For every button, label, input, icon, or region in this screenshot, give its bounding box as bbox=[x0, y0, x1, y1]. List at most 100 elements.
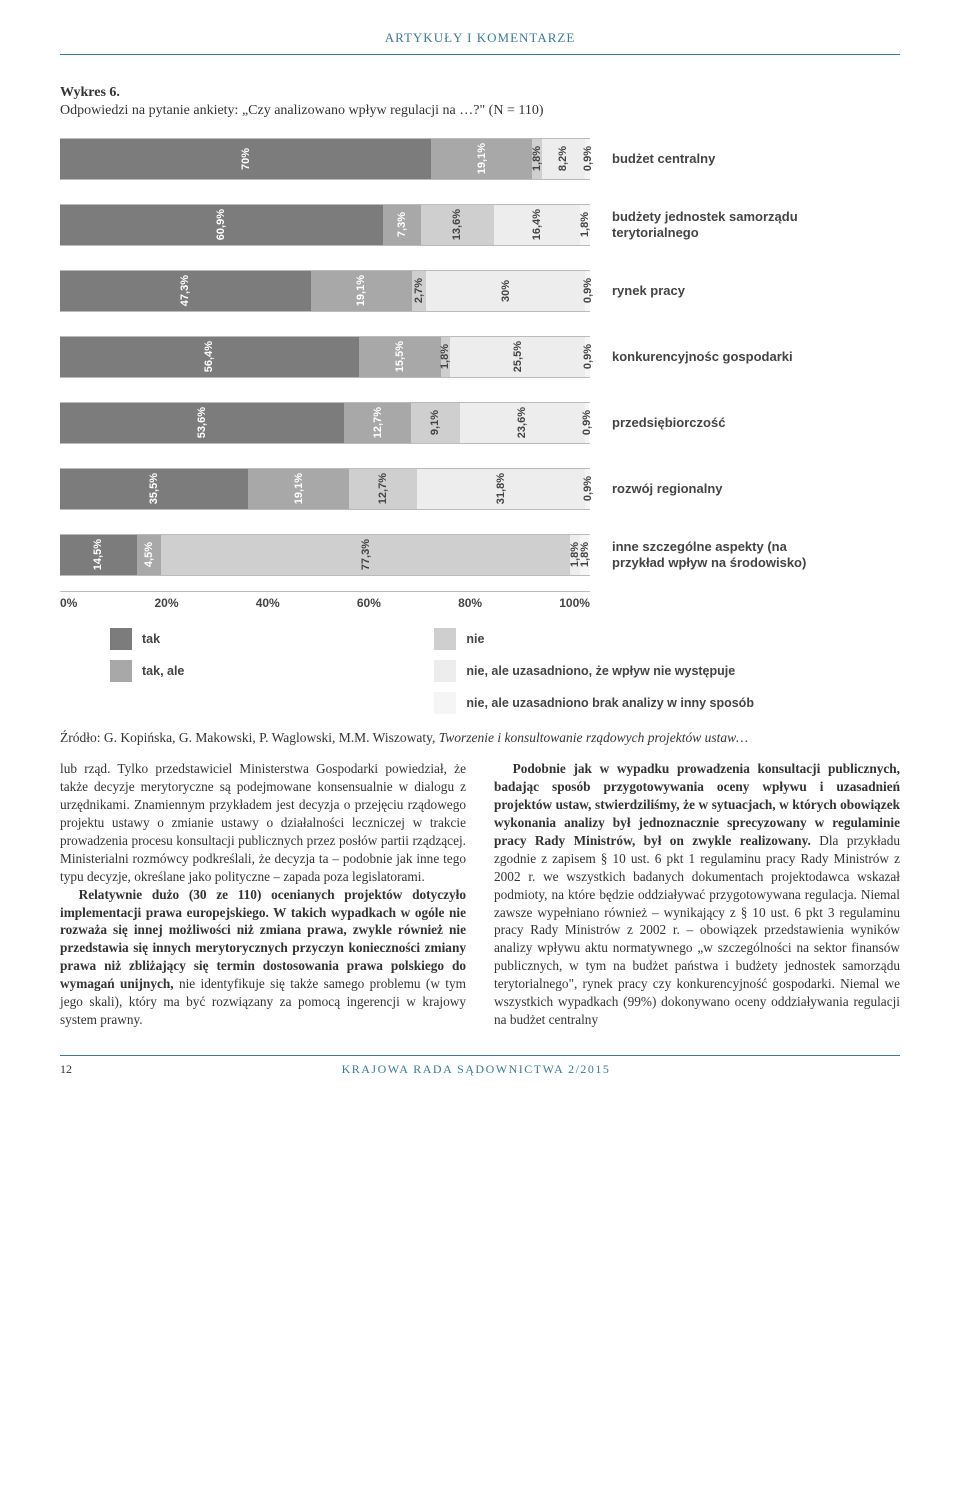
segment-value-label: 30% bbox=[500, 280, 512, 302]
segment-value-label: 31,8% bbox=[495, 473, 507, 504]
page-section-header: ARTYKUŁY I KOMENTARZE bbox=[60, 30, 900, 55]
segment-value-label: 7,3% bbox=[396, 212, 408, 237]
segment-value-label: 4,5% bbox=[143, 542, 155, 567]
segment-value-label: 0,9% bbox=[581, 410, 593, 435]
bar-segment: 60,9% bbox=[60, 205, 383, 245]
segment-value-label: 12,7% bbox=[377, 473, 389, 504]
segment-value-label: 53,6% bbox=[196, 407, 208, 438]
chart-title: Wykres 6. bbox=[60, 85, 900, 101]
segment-value-label: 47,3% bbox=[179, 275, 191, 306]
bar-segment: 14,5% bbox=[60, 535, 137, 575]
bar-segment: 47,3% bbox=[60, 271, 311, 311]
bar-segment: 0,9% bbox=[585, 337, 590, 377]
bar-segment: 30% bbox=[426, 271, 585, 311]
segment-value-label: 9,1% bbox=[429, 410, 441, 435]
legend-swatch bbox=[434, 660, 456, 682]
category-label: budżety jednostek samorządu terytorialne… bbox=[612, 209, 842, 240]
segment-value-label: 25,5% bbox=[512, 341, 524, 372]
bar-segment: 0,9% bbox=[585, 139, 590, 179]
legend-label: tak bbox=[142, 632, 160, 646]
bar-container: 53,6% 12,7% 9,1% 23,6% 0,9% bbox=[60, 402, 590, 444]
x-axis-tick: 80% bbox=[458, 596, 482, 610]
legend-item: nie, ale uzasadniono, że wpływ nie wystę… bbox=[434, 660, 754, 682]
bar-segment: 0,9% bbox=[585, 469, 590, 509]
bar-row: 47,3% 19,1%2,7% 30% 0,9% rynek pracy bbox=[60, 269, 900, 313]
bar-segment: 16,4% bbox=[494, 205, 581, 245]
segment-value-label: 19,1% bbox=[476, 143, 488, 174]
x-axis-tick: 60% bbox=[357, 596, 381, 610]
bar-segment: 2,7% bbox=[412, 271, 426, 311]
bar-segment: 19,1% bbox=[311, 271, 412, 311]
legend-item: tak, ale bbox=[110, 660, 184, 682]
segment-value-label: 56,4% bbox=[203, 341, 215, 372]
bar-segment: 9,1% bbox=[411, 403, 459, 443]
source-italic: Tworzenie i konsultowanie rządowych proj… bbox=[439, 730, 748, 745]
bar-segment: 8,2% bbox=[542, 139, 585, 179]
segment-value-label: 35,5% bbox=[148, 473, 160, 504]
bar-container: 14,5%4,5%77,3%1,8%1,8% bbox=[60, 534, 590, 576]
category-label: rynek pracy bbox=[612, 283, 685, 299]
bar-segment: 35,5% bbox=[60, 469, 248, 509]
legend-swatch bbox=[110, 660, 132, 682]
bar-row: 35,5% 19,1% 12,7% 31,8% 0,9% rozwój regionaln… bbox=[60, 467, 900, 511]
legend-item: tak bbox=[110, 628, 184, 650]
legend-item: nie bbox=[434, 628, 754, 650]
category-label: budżet centralny bbox=[612, 151, 715, 167]
chart-legend: tak tak, ale nie nie, ale uzasadniono, że … bbox=[110, 628, 900, 714]
category-label: inne szczególne aspekty (na przykład wpł… bbox=[612, 539, 842, 570]
page-number: 12 bbox=[60, 1062, 72, 1077]
segment-value-label: 23,6% bbox=[516, 407, 528, 438]
segment-value-label: 77,3% bbox=[360, 539, 372, 570]
bar-row: 56,4%15,5%1,8%25,5%0,9%konkurencyjnośc g… bbox=[60, 335, 900, 379]
bar-segment: 56,4% bbox=[60, 337, 359, 377]
body-text: lub rząd. Tylko przedstawiciel Ministers… bbox=[60, 760, 900, 1029]
legend-label: nie, ale uzasadniono brak analizy w inny… bbox=[466, 696, 754, 710]
bar-segment: 1,8% bbox=[580, 205, 590, 245]
legend-label: tak, ale bbox=[142, 664, 184, 678]
segment-value-label: 14,5% bbox=[92, 539, 104, 570]
category-label: przedsiębiorczość bbox=[612, 415, 725, 431]
segment-value-label: 0,9% bbox=[582, 278, 594, 303]
bar-segment: 31,8% bbox=[417, 469, 586, 509]
segment-value-label: 13,6% bbox=[451, 209, 463, 240]
stacked-bar-chart: 70%19,1%1,8%8,2%0,9%budżet centralny60,9… bbox=[60, 137, 900, 577]
bar-segment: 53,6% bbox=[60, 403, 344, 443]
category-label: rozwój regionalny bbox=[612, 481, 723, 497]
bar-container: 56,4% 15,5% 1,8% 25,5% 0,9% bbox=[60, 336, 590, 378]
bar-segment: 19,1% bbox=[248, 469, 349, 509]
bar-segment: 12,7% bbox=[349, 469, 416, 509]
legend-swatch bbox=[434, 692, 456, 714]
body-p1: lub rząd. Tylko przedstawiciel Ministers… bbox=[60, 761, 466, 884]
bar-segment: 19,1% bbox=[431, 139, 532, 179]
segment-value-label: 70% bbox=[240, 148, 252, 170]
segment-value-label: 15,5% bbox=[394, 341, 406, 372]
segment-value-label: 19,1% bbox=[293, 473, 305, 504]
bar-segment: 1,8% bbox=[532, 139, 542, 179]
bar-row: 14,5%4,5%77,3%1,8%1,8%inne szczególne as… bbox=[60, 533, 900, 577]
bar-container: 70% 19,1% 1,8%8,2%0,9% bbox=[60, 138, 590, 180]
chart-x-axis: 0% 20% 40% 60% 80% 100% bbox=[60, 591, 590, 610]
segment-value-label: 1,8% bbox=[579, 542, 591, 567]
journal-name: KRAJOWA RADA SĄDOWNICTWA 2/2015 bbox=[342, 1062, 611, 1077]
bar-segment: 1,8% bbox=[441, 337, 451, 377]
bar-segment: 4,5% bbox=[137, 535, 161, 575]
bar-row: 70% 19,1% 1,8%8,2%0,9% budżet centralny bbox=[60, 137, 900, 181]
bar-segment: 7,3% bbox=[383, 205, 422, 245]
segment-value-label: 16,4% bbox=[531, 209, 543, 240]
bar-segment: 70% bbox=[60, 139, 431, 179]
x-axis-tick: 40% bbox=[256, 596, 280, 610]
segment-value-label: 12,7% bbox=[372, 407, 384, 438]
bar-segment: 15,5% bbox=[359, 337, 441, 377]
bar-container: 60,9% 7,3% 13,6% 16,4% 1,8% bbox=[60, 204, 590, 246]
legend-label: nie bbox=[466, 632, 484, 646]
bar-container: 35,5% 19,1% 12,7% 31,8% 0,9% bbox=[60, 468, 590, 510]
bar-segment: 23,6% bbox=[460, 403, 585, 443]
x-axis-tick: 0% bbox=[60, 596, 77, 610]
segment-value-label: 2,7% bbox=[413, 278, 425, 303]
bar-row: 60,9% 7,3% 13,6% 16,4% 1,8% budżety jednostek… bbox=[60, 203, 900, 247]
x-axis-tick: 20% bbox=[155, 596, 179, 610]
x-axis-tick: 100% bbox=[559, 596, 590, 610]
bar-segment: 25,5% bbox=[450, 337, 585, 377]
segment-value-label: 0,9% bbox=[582, 146, 594, 171]
bar-segment: 1,8% bbox=[580, 535, 590, 575]
